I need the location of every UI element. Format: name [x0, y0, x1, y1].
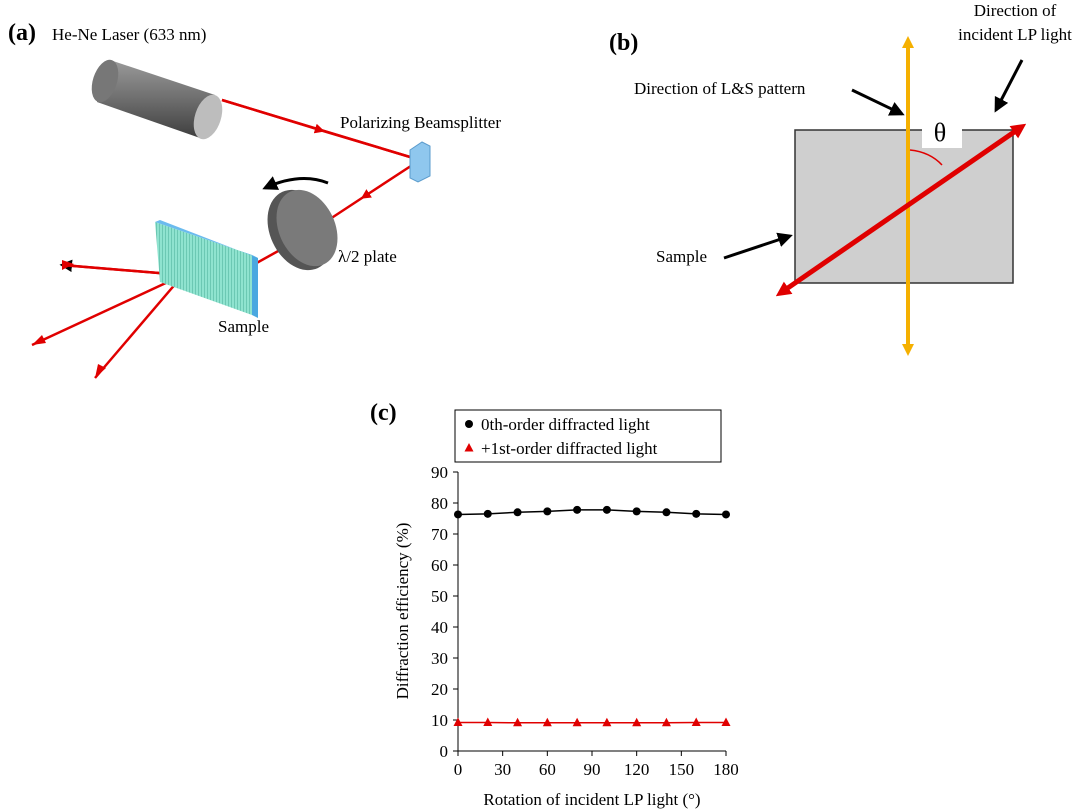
plate-label: λ/2 plate: [338, 247, 397, 266]
beams: [32, 100, 420, 378]
x-axis-label: Rotation of incident LP light (°): [483, 790, 700, 809]
x-tick-label: 60: [539, 760, 556, 779]
x-tick-label: 90: [584, 760, 601, 779]
data-point: [454, 510, 462, 518]
data-point: [543, 507, 551, 515]
lp-label: incident LP light: [958, 25, 1072, 44]
data-point: [484, 510, 492, 518]
figure: (a) He-Ne Laser (633 nm) Polarizing Beam…: [0, 0, 1083, 811]
panel-c: (c) Rotation of incident LP light (°) Di…: [370, 400, 739, 809]
splitter-label: Polarizing Beamsplitter: [340, 113, 501, 132]
x-tick-label: 0: [454, 760, 463, 779]
rotation-arrow: [265, 179, 328, 188]
y-tick-label: 40: [431, 618, 448, 637]
pattern-label: Direction of L&S pattern: [634, 79, 806, 98]
x-tick-label: 30: [494, 760, 511, 779]
data-point: [514, 508, 522, 516]
series-line: [458, 510, 726, 515]
y-tick-label: 70: [431, 525, 448, 544]
data-point: [633, 507, 641, 515]
panel-label: (a): [8, 20, 36, 46]
y-tick-label: 60: [431, 556, 448, 575]
panel-a: (a) He-Ne Laser (633 nm) Polarizing Beam…: [8, 20, 501, 378]
sample-grating: [155, 222, 252, 315]
beamsplitter: [410, 142, 430, 182]
y-tick-label: 0: [440, 742, 449, 761]
data-point: [662, 508, 670, 516]
data-point: [603, 506, 611, 514]
legend-marker: [465, 420, 473, 428]
data-point: [722, 510, 730, 518]
y-tick-label: 90: [431, 463, 448, 482]
angle-label: θ: [934, 118, 946, 147]
laser-label: He-Ne Laser (633 nm): [52, 25, 206, 44]
data-point: [692, 510, 700, 518]
y-tick-label: 30: [431, 649, 448, 668]
y-tick-label: 80: [431, 494, 448, 513]
panel-b: (b) θ Direction of incident LP light Dir…: [609, 1, 1072, 350]
x-tick-label: 120: [624, 760, 650, 779]
x-tick-label: 180: [713, 760, 739, 779]
y-tick-label: 50: [431, 587, 448, 606]
legend-label: 0th-order diffracted light: [481, 415, 650, 434]
legend-label: +1st-order diffracted light: [481, 439, 658, 458]
sample-label: Sample: [656, 247, 707, 266]
data-point: [573, 506, 581, 514]
x-tick-label: 150: [669, 760, 695, 779]
data-point: [722, 717, 731, 726]
y-tick-label: 10: [431, 711, 448, 730]
data-point: [692, 717, 701, 726]
y-axis-label: Diffraction efficiency (%): [393, 523, 412, 700]
sample-label: Sample: [218, 317, 269, 336]
panel-label: (c): [370, 400, 397, 426]
y-tick-label: 20: [431, 680, 448, 699]
panel-label: (b): [609, 30, 638, 56]
lp-label: Direction of: [974, 1, 1057, 20]
